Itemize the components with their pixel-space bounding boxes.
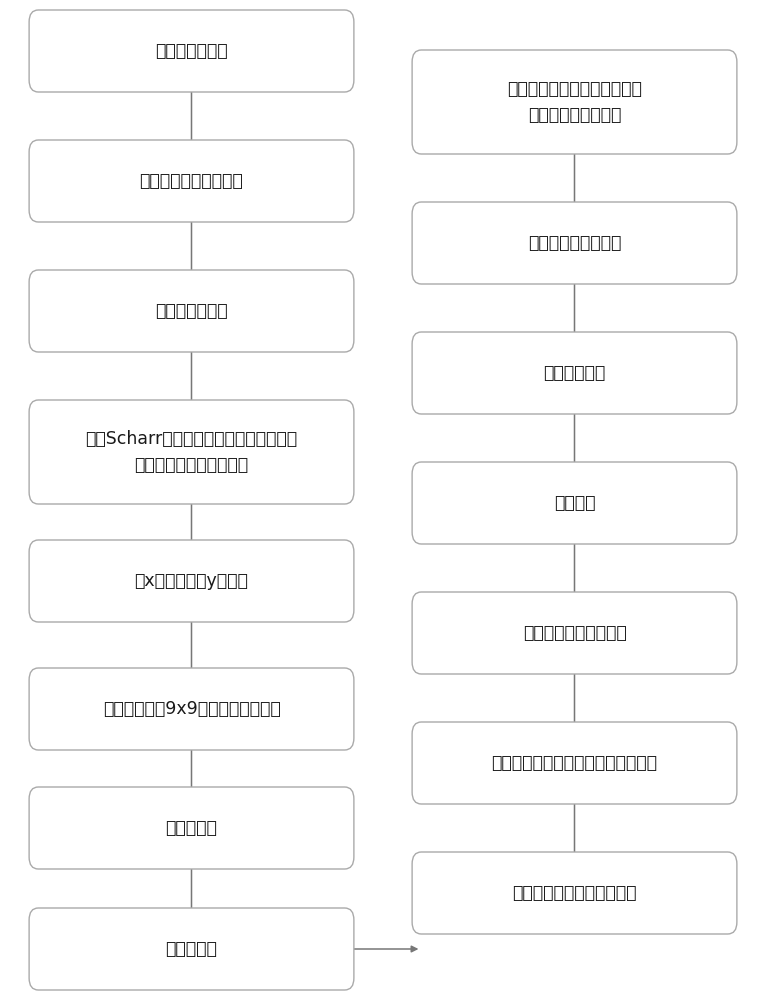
Text: 腐蚀和膨胀处理，去除斑点: 腐蚀和膨胀处理，去除斑点 xyxy=(512,884,637,902)
Text: 梯度图采用用9x9的核进行平均模糊: 梯度图采用用9x9的核进行平均模糊 xyxy=(103,700,280,718)
Text: 角点定位: 角点定位 xyxy=(554,494,595,512)
FancyBboxPatch shape xyxy=(29,668,354,750)
FancyBboxPatch shape xyxy=(412,722,737,804)
FancyBboxPatch shape xyxy=(412,592,737,674)
FancyBboxPatch shape xyxy=(29,400,354,504)
FancyBboxPatch shape xyxy=(29,540,354,622)
FancyBboxPatch shape xyxy=(412,852,737,934)
Text: 对标准二维码图像进行识别，
获取开关柜对象信息: 对标准二维码图像进行识别， 获取开关柜对象信息 xyxy=(507,80,642,124)
FancyBboxPatch shape xyxy=(29,270,354,352)
FancyBboxPatch shape xyxy=(29,10,354,92)
FancyBboxPatch shape xyxy=(412,202,737,284)
Text: 形态学操作: 形态学操作 xyxy=(165,940,218,958)
FancyBboxPatch shape xyxy=(412,462,737,544)
Text: 查找最大轮廓，确定二维码标签位置: 查找最大轮廓，确定二维码标签位置 xyxy=(492,754,657,772)
FancyBboxPatch shape xyxy=(412,332,737,414)
FancyBboxPatch shape xyxy=(29,140,354,222)
FancyBboxPatch shape xyxy=(29,787,354,869)
Text: 使用Scharr操作，构造灰度图在水平和竖
直方向上的梯度幅值表示: 使用Scharr操作，构造灰度图在水平和竖 直方向上的梯度幅值表示 xyxy=(86,430,297,474)
FancyBboxPatch shape xyxy=(29,908,354,990)
Text: 得到校正后的二维码: 得到校正后的二维码 xyxy=(528,234,621,252)
Text: 二值化处理: 二值化处理 xyxy=(165,819,218,837)
Text: 图像灰度化处理: 图像灰度化处理 xyxy=(155,302,228,320)
Text: 开关柜监控视频: 开关柜监控视频 xyxy=(155,42,228,60)
FancyBboxPatch shape xyxy=(412,50,737,154)
Text: 从x的梯度减去y的梯度: 从x的梯度减去y的梯度 xyxy=(135,572,248,590)
Text: 仿射变换校正: 仿射变换校正 xyxy=(543,364,606,382)
Text: 在最大轮廓中寻找直线: 在最大轮廓中寻找直线 xyxy=(522,624,627,642)
Text: 提取实时视频一帧图像: 提取实时视频一帧图像 xyxy=(139,172,244,190)
